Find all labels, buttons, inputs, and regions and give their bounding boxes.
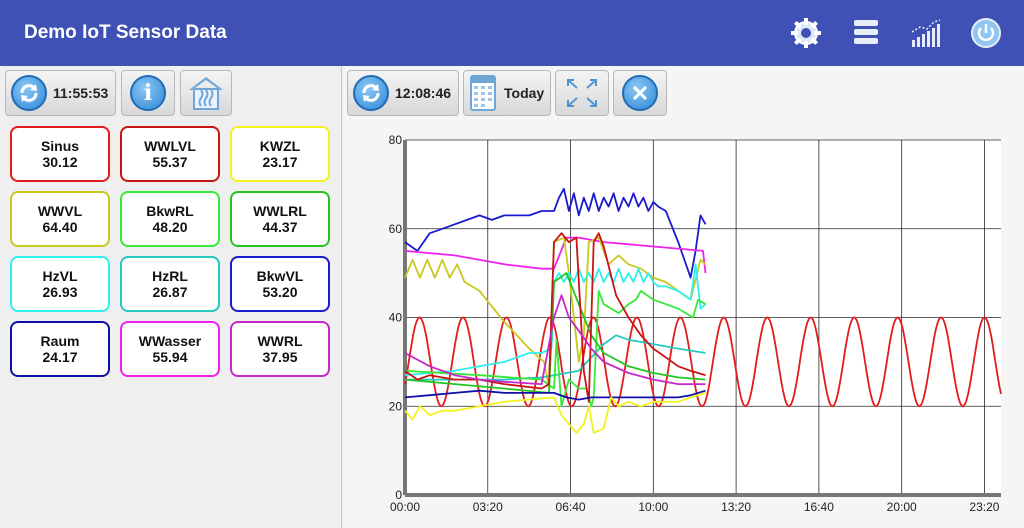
calendar-icon — [470, 75, 496, 111]
y-tick-label: 20 — [389, 399, 403, 413]
layers-icon — [854, 20, 878, 44]
series-line-0 — [404, 316, 1002, 408]
gear-icon — [791, 18, 821, 48]
sensor-panel: 11:55:53 i Sinus 30.12 WWLVL 55.37 KWZL 23.17… — [0, 66, 342, 528]
x-tick-label: 13:20 — [721, 500, 751, 514]
chart-update-time: 12:08:46 — [395, 85, 452, 101]
sensor-tile-wwvl[interactable]: WWVL 64.40 — [10, 191, 110, 247]
power-icon — [971, 18, 1001, 48]
sensor-name: WWasser — [138, 333, 202, 349]
settings-button[interactable] — [788, 14, 824, 52]
series-line-9 — [404, 294, 706, 385]
refresh-values-button[interactable]: 11:55:53 — [5, 70, 116, 116]
y-tick-label: 60 — [389, 222, 403, 236]
info-icon: i — [130, 75, 166, 111]
series-line-1 — [404, 187, 707, 279]
sensor-value: 26.93 — [42, 284, 78, 300]
heating-button[interactable] — [180, 70, 232, 116]
sensor-tile-wwlrl[interactable]: WWLRL 44.37 — [230, 191, 330, 247]
date-label: Today — [504, 85, 545, 101]
sensor-name: BkwVL — [256, 268, 304, 284]
sensor-tile-bkwvl[interactable]: BkwVL 53.20 — [230, 256, 330, 312]
sensor-value: 44.37 — [262, 219, 298, 235]
sensor-value: 48.20 — [152, 219, 188, 235]
sensor-value: 64.40 — [42, 219, 78, 235]
series-line-7 — [404, 272, 706, 394]
x-tick-label: 10:00 — [638, 500, 668, 514]
layers-button[interactable] — [848, 14, 884, 52]
sensor-value: 24.17 — [42, 349, 78, 365]
series-line-2 — [404, 236, 707, 274]
info-button[interactable]: i — [121, 70, 175, 116]
sensor-tile-wwrl[interactable]: WWRL 37.95 — [230, 321, 330, 377]
sensor-tile-hzrl[interactable]: HzRL 26.87 — [120, 256, 220, 312]
sensor-name: HzRL — [152, 268, 188, 284]
sensor-name: HzVL — [42, 268, 78, 284]
sensor-value: 55.37 — [152, 154, 188, 170]
statistics-button[interactable] — [908, 14, 944, 52]
sensor-tile-hzvl[interactable]: HzVL 26.93 — [10, 256, 110, 312]
series-line-4 — [404, 263, 707, 377]
series-line-10 — [404, 389, 706, 401]
x-tick-label: 20:00 — [887, 500, 917, 514]
sensor-tile-sinus[interactable]: Sinus 30.12 — [10, 126, 110, 182]
sensor-name: Sinus — [40, 138, 80, 154]
sensor-name: KWZL — [259, 138, 301, 154]
x-tick-label: 03:20 — [473, 500, 503, 514]
sensor-value: 55.94 — [152, 349, 188, 365]
sensor-name: WWVL — [37, 203, 83, 219]
series-line-3 — [404, 236, 707, 390]
y-tick-label: 40 — [389, 311, 403, 325]
sensor-tile-wwlvl[interactable]: WWLVL 55.37 — [120, 126, 220, 182]
sensor-name: WWRL — [257, 333, 303, 349]
sensor-value: 53.20 — [262, 284, 298, 300]
sensor-tile-raum[interactable]: Raum 24.17 — [10, 321, 110, 377]
series-line-6 — [404, 290, 706, 408]
y-tick-label: 80 — [389, 133, 403, 147]
date-selector-button[interactable]: Today — [463, 70, 551, 116]
refresh-icon — [353, 75, 389, 111]
fullscreen-button[interactable] — [555, 70, 609, 116]
sensor-tile-bkwrl[interactable]: BkwRL 48.20 — [120, 191, 220, 247]
sensor-name: WWLVL — [144, 138, 196, 154]
app-title: Demo IoT Sensor Data — [24, 22, 227, 43]
sensor-value: 26.87 — [152, 284, 188, 300]
app-bar: Demo IoT Sensor Data — [0, 0, 1024, 66]
sensor-value: 23.17 — [262, 154, 298, 170]
y-tick-label: 0 — [395, 488, 402, 502]
close-icon — [622, 75, 658, 111]
sensor-name: BkwRL — [146, 203, 194, 219]
sensor-tile-kwzl[interactable]: KWZL 23.17 — [230, 126, 330, 182]
series-line-11 — [404, 392, 706, 434]
x-tick-label: 16:40 — [804, 500, 834, 514]
x-tick-label: 00:00 — [390, 500, 420, 514]
refresh-chart-button[interactable]: 12:08:46 — [347, 70, 459, 116]
house-heating-icon — [189, 77, 223, 110]
refresh-icon — [11, 75, 47, 111]
sensor-value: 30.12 — [42, 154, 78, 170]
x-tick-label: 06:40 — [556, 500, 586, 514]
series-line-5 — [405, 334, 706, 381]
expand-icon — [567, 79, 597, 107]
last-update-time: 11:55:53 — [53, 85, 109, 101]
x-tick-label: 23:20 — [969, 500, 999, 514]
bar-chart-icon — [911, 19, 941, 47]
sensor-tile-wwasser[interactable]: WWasser 55.94 — [120, 321, 220, 377]
sensor-name: WWLRL — [253, 203, 307, 219]
close-chart-button[interactable] — [613, 70, 667, 116]
chart-panel: 12:08:46 Today 0 20 40 6 — [343, 66, 1024, 528]
power-button[interactable] — [968, 14, 1004, 52]
sensor-value: 37.95 — [262, 349, 298, 365]
sensor-name: Raum — [40, 333, 80, 349]
sensor-chart[interactable]: 0 20 40 60 80 00:00 03:20 06:40 10:00 13:20 16:40 2… — [343, 130, 1024, 522]
